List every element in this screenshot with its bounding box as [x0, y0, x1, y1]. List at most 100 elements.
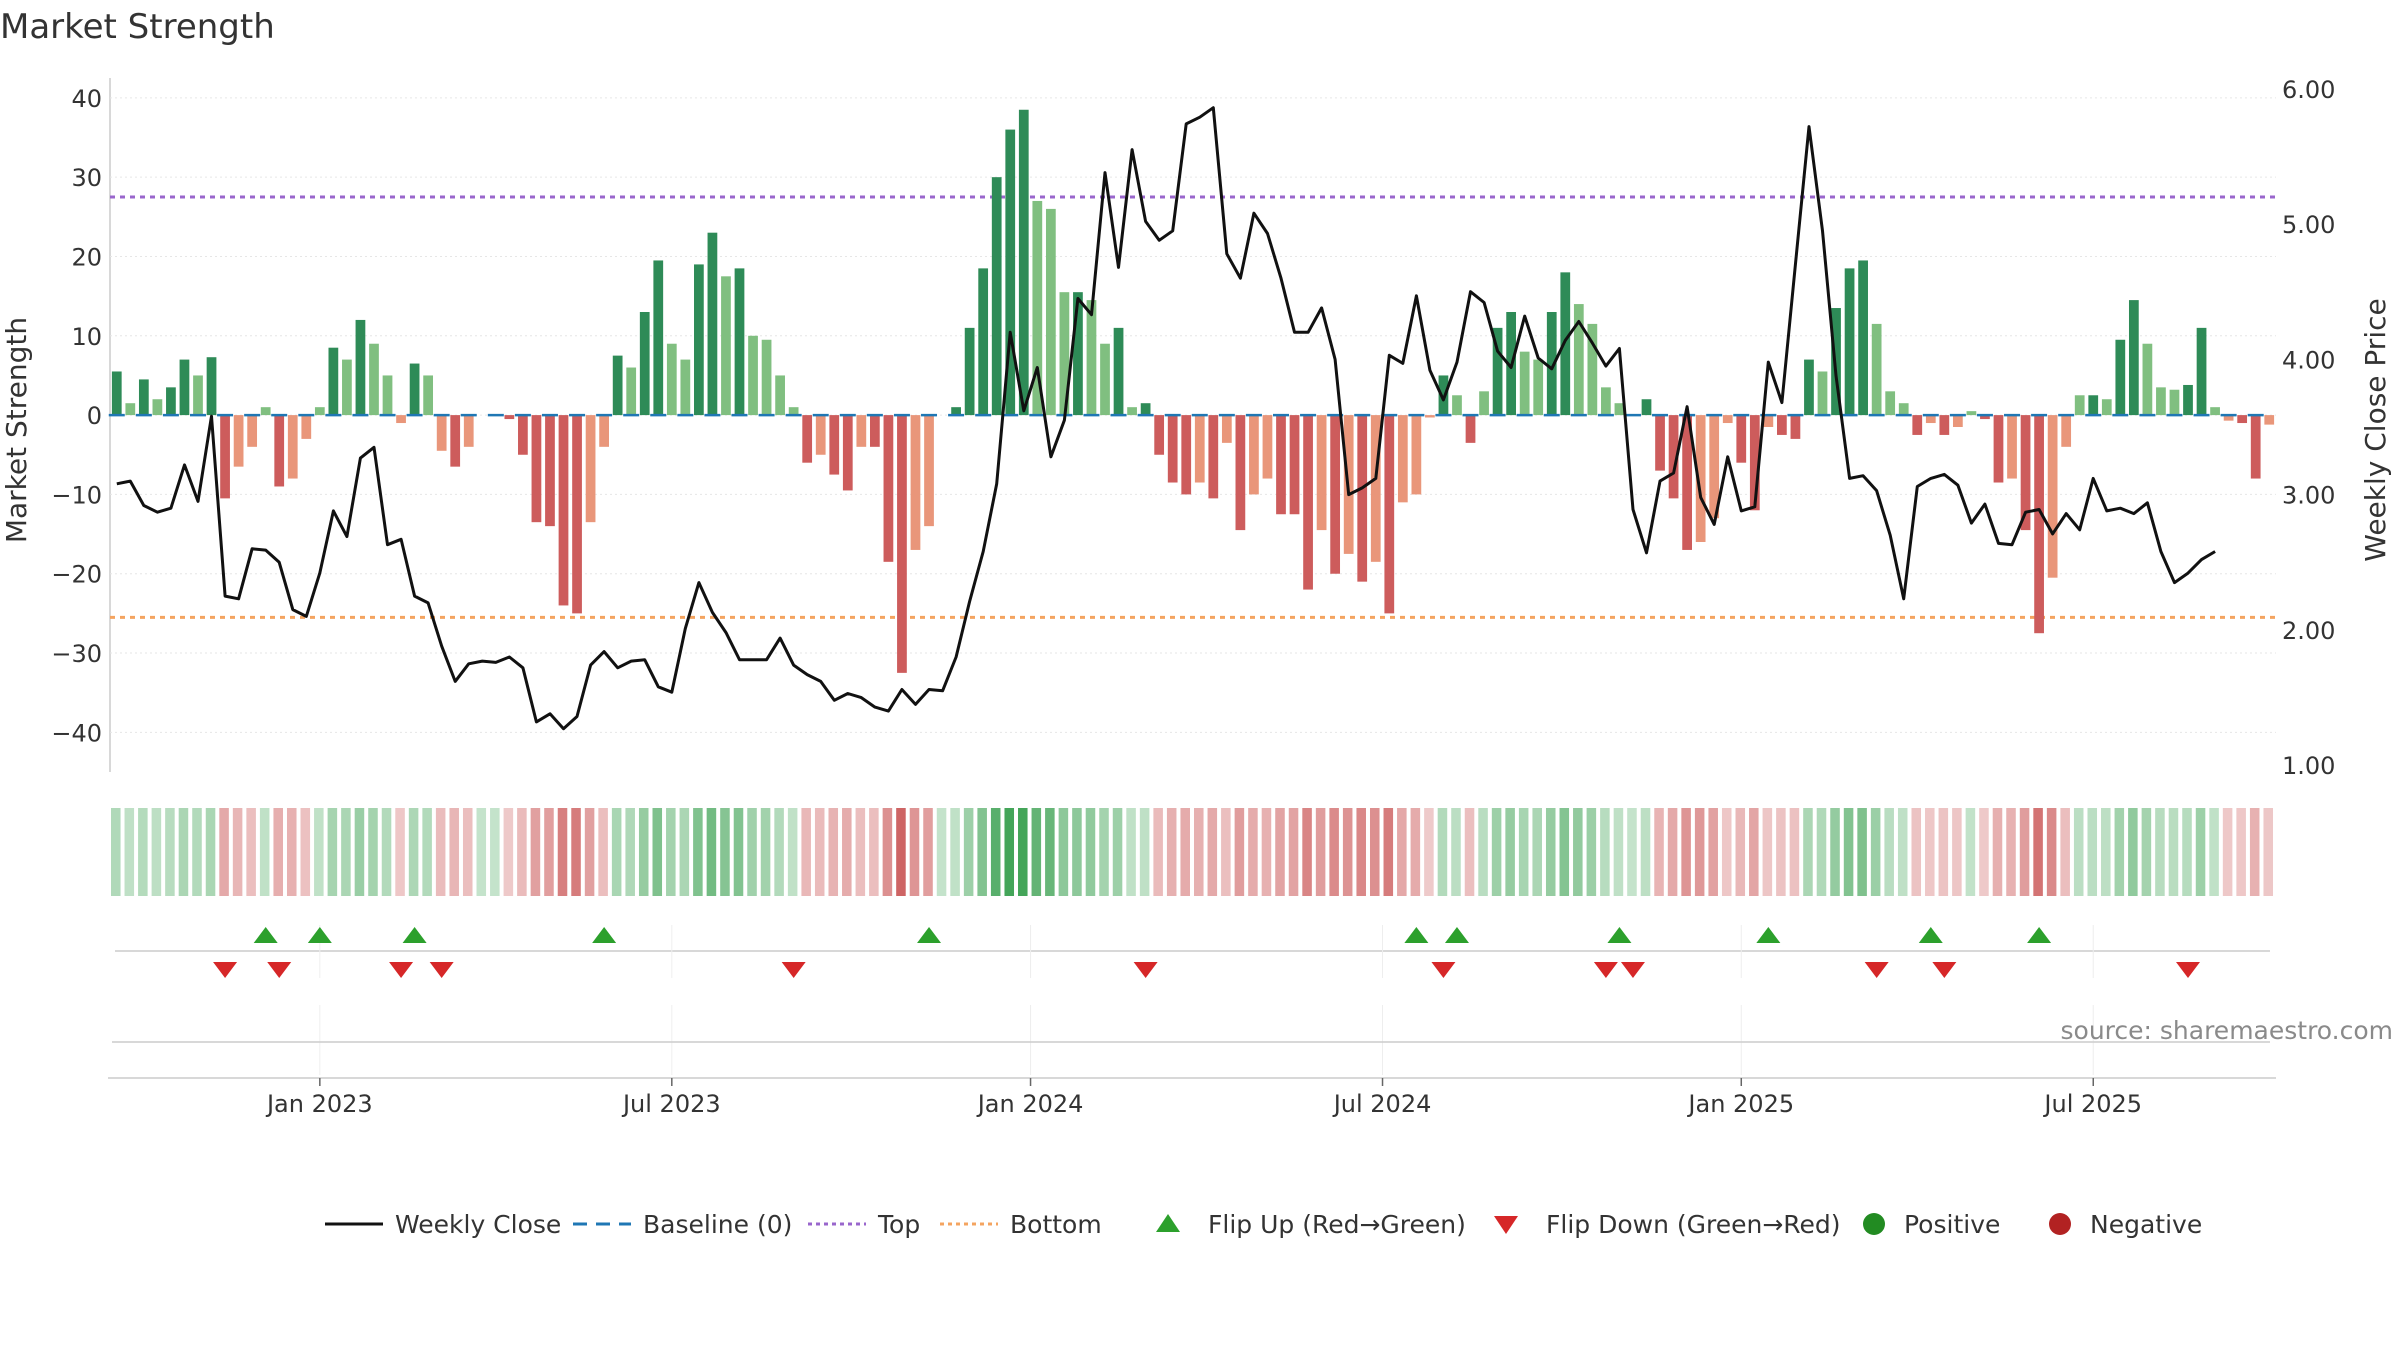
strength-bar — [1546, 312, 1557, 416]
strength-bar — [734, 268, 745, 416]
flip-up-marker — [917, 927, 942, 943]
heat-cell — [598, 808, 608, 896]
flip-down-marker — [1593, 962, 1618, 978]
heat-cell — [2263, 808, 2273, 896]
heat-cell — [2155, 808, 2165, 896]
heat-cell — [2114, 808, 2125, 896]
strength-bar — [694, 264, 704, 416]
strength-bar — [1370, 415, 1381, 562]
strength-bar — [1695, 415, 1706, 542]
strength-bar — [1601, 387, 1611, 416]
heat-cell — [1627, 808, 1637, 896]
heat-cell — [273, 808, 283, 896]
flip-up-marker — [402, 927, 427, 943]
source-note: source: sharemaestro.com — [2061, 1016, 2394, 1045]
heat-cell — [909, 808, 920, 896]
heat-cell — [1640, 808, 1651, 896]
strength-bar — [1966, 411, 1977, 416]
heat-cell — [368, 808, 378, 896]
heat-cell — [1315, 808, 1326, 896]
heat-cell — [1153, 808, 1163, 896]
heat-cell — [219, 808, 229, 896]
strength-bar — [1668, 415, 1679, 499]
strength-bar — [653, 260, 664, 416]
strength-bar — [883, 415, 894, 562]
heat-cell — [544, 808, 554, 896]
strength-bar — [2088, 395, 2099, 416]
heat-cell — [652, 808, 663, 896]
strength-bar — [978, 268, 989, 416]
heat-cell — [490, 808, 500, 896]
strength-bar — [1005, 129, 1016, 416]
heat-cell — [747, 808, 757, 896]
strength-bar — [1167, 415, 1178, 483]
heat-cell — [381, 808, 392, 896]
legend: Weekly Close Baseline (0) Top Bottom Flip Up… — [325, 1210, 2202, 1239]
flip-up-marker — [307, 927, 332, 943]
heat-cell — [828, 808, 839, 896]
right-axis-ticks: 6.00 5.00 4.00 3.00 2.00 1.00 — [2282, 76, 2335, 780]
strength-bar — [125, 403, 136, 416]
strength-bar — [1614, 403, 1625, 416]
heat-cell — [2101, 808, 2111, 896]
legend-label: Weekly Close — [395, 1210, 561, 1239]
heat-cell — [1938, 808, 1949, 896]
heat-cell — [1776, 808, 1786, 896]
heat-cell — [300, 808, 311, 896]
heat-cell — [950, 808, 960, 896]
strength-bar — [166, 387, 176, 416]
heat-cell — [1342, 808, 1353, 896]
flip-up-marker — [1444, 927, 1469, 943]
strength-bar — [585, 415, 596, 523]
heat-cell — [1437, 808, 1448, 896]
strength-bar — [1925, 415, 1936, 424]
heat-cell — [1965, 808, 1976, 896]
strength-bar — [1993, 415, 2004, 483]
heat-cell — [2195, 808, 2206, 896]
strength-bar — [680, 359, 691, 416]
strength-bar — [2034, 415, 2044, 634]
heat-cell — [584, 808, 595, 896]
strength-bar — [369, 343, 379, 416]
strength-bar — [2169, 389, 2180, 416]
heat-cell — [1221, 808, 1231, 896]
strength-bar — [1465, 415, 1476, 443]
heat-cell — [476, 808, 487, 896]
heat-cell — [1749, 808, 1759, 896]
strength-bar — [274, 415, 285, 487]
heat-cell — [977, 808, 987, 896]
strength-bar — [2183, 384, 2193, 416]
heat-cell — [205, 808, 216, 896]
heat-cell — [462, 808, 473, 896]
strength-bar — [1100, 343, 1110, 416]
heat-cell — [1356, 808, 1366, 896]
heat-cell — [1532, 808, 1542, 896]
heat-cell — [1045, 808, 1055, 896]
legend-label: Flip Up (Red→Green) — [1208, 1210, 1466, 1239]
heat-cell — [855, 808, 866, 896]
heat-cell — [936, 808, 947, 896]
heat-cell — [517, 808, 527, 896]
strength-bar — [1249, 415, 1259, 495]
strength-bar — [1018, 109, 1029, 416]
heat-cell — [111, 808, 121, 896]
heat-cell — [314, 808, 324, 896]
heat-cell — [1613, 808, 1624, 896]
strength-bar — [1452, 395, 1462, 416]
heat-cell — [882, 808, 893, 896]
strength-bar — [612, 355, 623, 416]
heat-cell — [1383, 808, 1394, 896]
strength-bar — [1587, 323, 1598, 416]
strength-bar — [856, 415, 867, 447]
strength-bar — [1032, 200, 1043, 416]
strength-bar — [1939, 415, 1950, 435]
legend-label: Baseline (0) — [643, 1210, 792, 1239]
heat-cell — [2182, 808, 2192, 896]
right-tick-label: 4.00 — [2282, 346, 2335, 374]
strength-bar — [1073, 292, 1083, 416]
strength-bar — [1790, 415, 1801, 439]
strength-bar — [545, 415, 555, 527]
strength-bar — [1519, 351, 1530, 416]
heat-cell — [2060, 808, 2070, 896]
left-tick-label: −30 — [51, 640, 102, 668]
